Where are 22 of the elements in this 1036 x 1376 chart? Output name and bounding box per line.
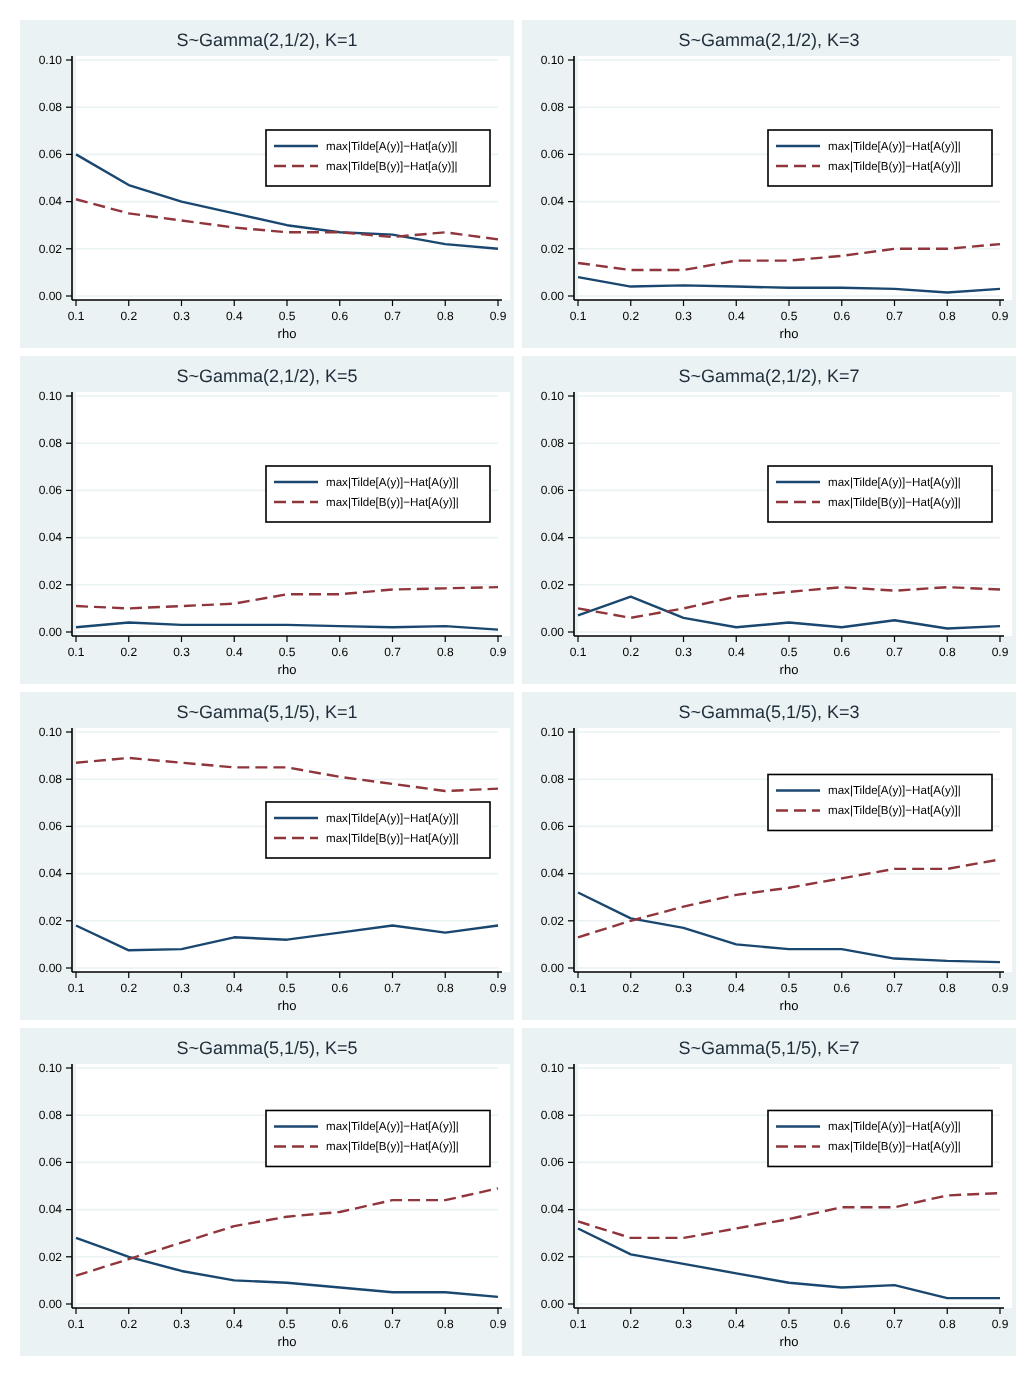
chart-title: S~Gamma(2,1/2), K=1	[176, 30, 358, 50]
chart-title: S~Gamma(5,1/5), K=5	[176, 1038, 358, 1058]
chart-title: S~Gamma(5,1/5), K=3	[678, 702, 860, 722]
chart-title: S~Gamma(2,1/2), K=5	[176, 366, 358, 386]
line-series	[576, 1191, 1002, 1240]
chart-title: S~Gamma(2,1/2), K=3	[678, 30, 860, 50]
line-series	[576, 242, 1002, 272]
line-series	[74, 1187, 500, 1277]
line-series	[74, 756, 500, 793]
chart-title: S~Gamma(5,1/5), K=1	[176, 702, 358, 722]
chart-title: S~Gamma(2,1/2), K=7	[678, 366, 860, 386]
line-series	[74, 1236, 500, 1299]
line-series	[576, 1227, 1002, 1300]
chart-title: S~Gamma(5,1/5), K=7	[678, 1038, 860, 1058]
line-series	[576, 595, 1002, 630]
line-series	[576, 891, 1002, 964]
line-series	[74, 153, 500, 250]
line-series	[74, 198, 500, 241]
line-series	[576, 275, 1002, 294]
line-series	[74, 924, 500, 952]
line-series	[576, 585, 1002, 620]
line-series	[74, 585, 500, 610]
